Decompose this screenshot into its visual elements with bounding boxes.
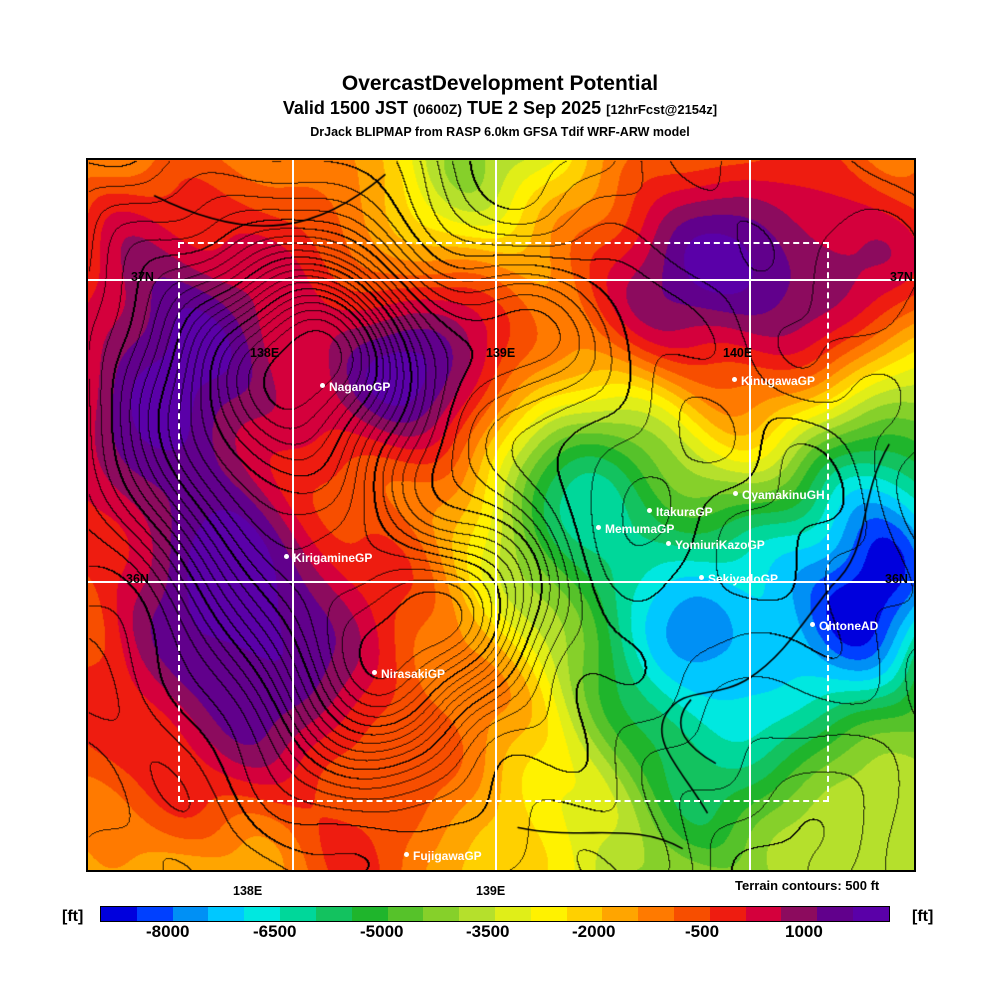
colorbar-swatch-5 bbox=[280, 907, 316, 921]
page-title: OvercastDevelopment Potential bbox=[341, 72, 659, 95]
valid-time-prefix: Valid 1500 JST bbox=[282, 98, 408, 118]
colorbar-swatch-17 bbox=[709, 907, 746, 921]
lat-label-36n-right: 36N bbox=[885, 572, 908, 586]
colorbar-unit-right: [ft] bbox=[912, 908, 934, 925]
station-dot-icon bbox=[320, 383, 325, 389]
colorbar-swatch-16 bbox=[674, 907, 710, 921]
station-marker-naganogp[interactable]: NaganoGP bbox=[320, 380, 390, 393]
valid-time-line: Valid 1500 JST (0600Z) TUE 2 Sep 2025 [1… bbox=[0, 97, 1000, 121]
colorbar-swatch-0 bbox=[101, 907, 137, 921]
colorbar-swatch-11 bbox=[494, 907, 531, 921]
station-marker-yomiurikazogp[interactable]: YomiuriKazoGP bbox=[666, 538, 765, 551]
lat-label-37n-left: 37N bbox=[131, 270, 154, 284]
lon-label-140e-top: 140E bbox=[723, 346, 753, 360]
colorbar-tick-1: -6500 bbox=[253, 922, 297, 941]
station-label: YomiuriKazoGP bbox=[675, 537, 765, 552]
station-dot-icon bbox=[733, 491, 738, 497]
station-label: KinugawaGP bbox=[741, 373, 816, 388]
colorbar-tick-6: 1000 bbox=[785, 922, 823, 941]
lon-label-139e-top: 139E bbox=[486, 346, 516, 360]
colorbar-swatch-1 bbox=[136, 907, 173, 921]
station-dot-icon bbox=[404, 852, 409, 858]
valid-time-utc: (0600Z) bbox=[413, 101, 463, 117]
colorbar-swatch-20 bbox=[817, 907, 854, 921]
station-label: KirigamineGP bbox=[293, 550, 373, 565]
station-label: FujigawaGP bbox=[413, 848, 482, 863]
station-label: ItakuraGP bbox=[656, 504, 713, 519]
station-marker-oyamakinugh[interactable]: OyamakinuGH bbox=[733, 488, 825, 501]
lat-label-36n-left: 36N bbox=[126, 572, 149, 586]
colorbar-swatch-9 bbox=[423, 907, 460, 921]
gridline-lat-36n bbox=[88, 581, 914, 583]
colorbar-swatch-19 bbox=[781, 907, 818, 921]
station-label: SekiyadoGP bbox=[708, 571, 779, 586]
colorbar-swatch-4 bbox=[244, 907, 281, 921]
colorbar-swatch-12 bbox=[530, 907, 567, 921]
colorbar-swatch-10 bbox=[459, 907, 495, 921]
station-marker-sekiyadogp[interactable]: SekiyadoGP bbox=[699, 572, 778, 585]
lon-label-138e-bottom: 138E bbox=[233, 884, 263, 898]
station-dot-icon bbox=[284, 554, 289, 560]
colorbar-tick-2: -5000 bbox=[360, 922, 404, 941]
colorbar-swatch-7 bbox=[351, 907, 388, 921]
colorbar-tick-5: -500 bbox=[685, 922, 720, 941]
model-source-line: DrJack BLIPMAP from RASP 6.0km GFSA Tdif… bbox=[310, 125, 690, 139]
colorbar-unit-left: [ft] bbox=[62, 908, 84, 925]
forecast-tag: [12hrFcst@2154z] bbox=[606, 102, 718, 117]
colorbar-swatch-18 bbox=[745, 907, 782, 921]
station-label: NirasakiGP bbox=[381, 666, 446, 681]
colorbar-swatch-15 bbox=[638, 907, 674, 921]
station-label: OhtoneAD bbox=[819, 618, 879, 633]
colorbar-swatch-6 bbox=[315, 907, 352, 921]
colorbar-tick-0: -8000 bbox=[146, 922, 190, 941]
weather-field-canvas bbox=[88, 160, 914, 870]
terrain-contour-note: Terrain contours: 500 ft bbox=[735, 878, 880, 893]
colorbar[interactable] bbox=[100, 906, 890, 922]
colorbar-swatch-13 bbox=[566, 907, 603, 921]
gridline-lon-140e bbox=[749, 160, 751, 870]
station-marker-memumagp[interactable]: MemumaGP bbox=[596, 522, 674, 535]
valid-date: TUE 2 Sep 2025 bbox=[467, 98, 602, 118]
lon-label-138e-top: 138E bbox=[250, 346, 280, 360]
gridline-lat-37n bbox=[88, 279, 914, 281]
title-block: OvercastDevelopment Potential Valid 1500… bbox=[0, 72, 1000, 141]
lon-label-139e-bottom: 139E bbox=[476, 884, 506, 898]
colorbar-swatch-21 bbox=[853, 907, 889, 921]
station-marker-kirigaminegp[interactable]: KirigamineGP bbox=[284, 551, 372, 564]
station-dot-icon bbox=[810, 622, 815, 628]
station-label: MemumaGP bbox=[605, 521, 675, 536]
lat-label-37n-right: 37N bbox=[890, 270, 913, 284]
station-marker-ohtonead[interactable]: OhtoneAD bbox=[810, 619, 878, 632]
colorbar-tick-3: -3500 bbox=[466, 922, 510, 941]
station-marker-itakuragp[interactable]: ItakuraGP bbox=[647, 505, 713, 518]
colorbar-swatch-14 bbox=[602, 907, 639, 921]
colorbar-swatch-2 bbox=[172, 907, 209, 921]
colorbar-swatch-3 bbox=[208, 907, 245, 921]
station-dot-icon bbox=[732, 377, 737, 383]
colorbar-tick-4: -2000 bbox=[572, 922, 616, 941]
station-marker-fujigawagp[interactable]: FujigawaGP bbox=[404, 849, 482, 862]
colorbar-swatch-8 bbox=[387, 907, 424, 921]
station-marker-nirasakigp[interactable]: NirasakiGP bbox=[372, 667, 445, 680]
station-dot-icon bbox=[596, 525, 601, 531]
gridline-lon-138e bbox=[292, 160, 294, 870]
station-dot-icon bbox=[372, 670, 377, 676]
station-dot-icon bbox=[699, 575, 704, 581]
forecast-map[interactable]: 138E 139E 140E NaganoGP KinugawaGP Oyamaki… bbox=[86, 158, 916, 872]
station-marker-kinugawagp[interactable]: KinugawaGP bbox=[732, 374, 815, 387]
station-dot-icon bbox=[647, 508, 652, 514]
station-dot-icon bbox=[666, 541, 671, 547]
gridline-lon-139e bbox=[495, 160, 497, 870]
station-label: OyamakinuGH bbox=[742, 487, 825, 502]
station-label: NaganoGP bbox=[329, 379, 391, 394]
